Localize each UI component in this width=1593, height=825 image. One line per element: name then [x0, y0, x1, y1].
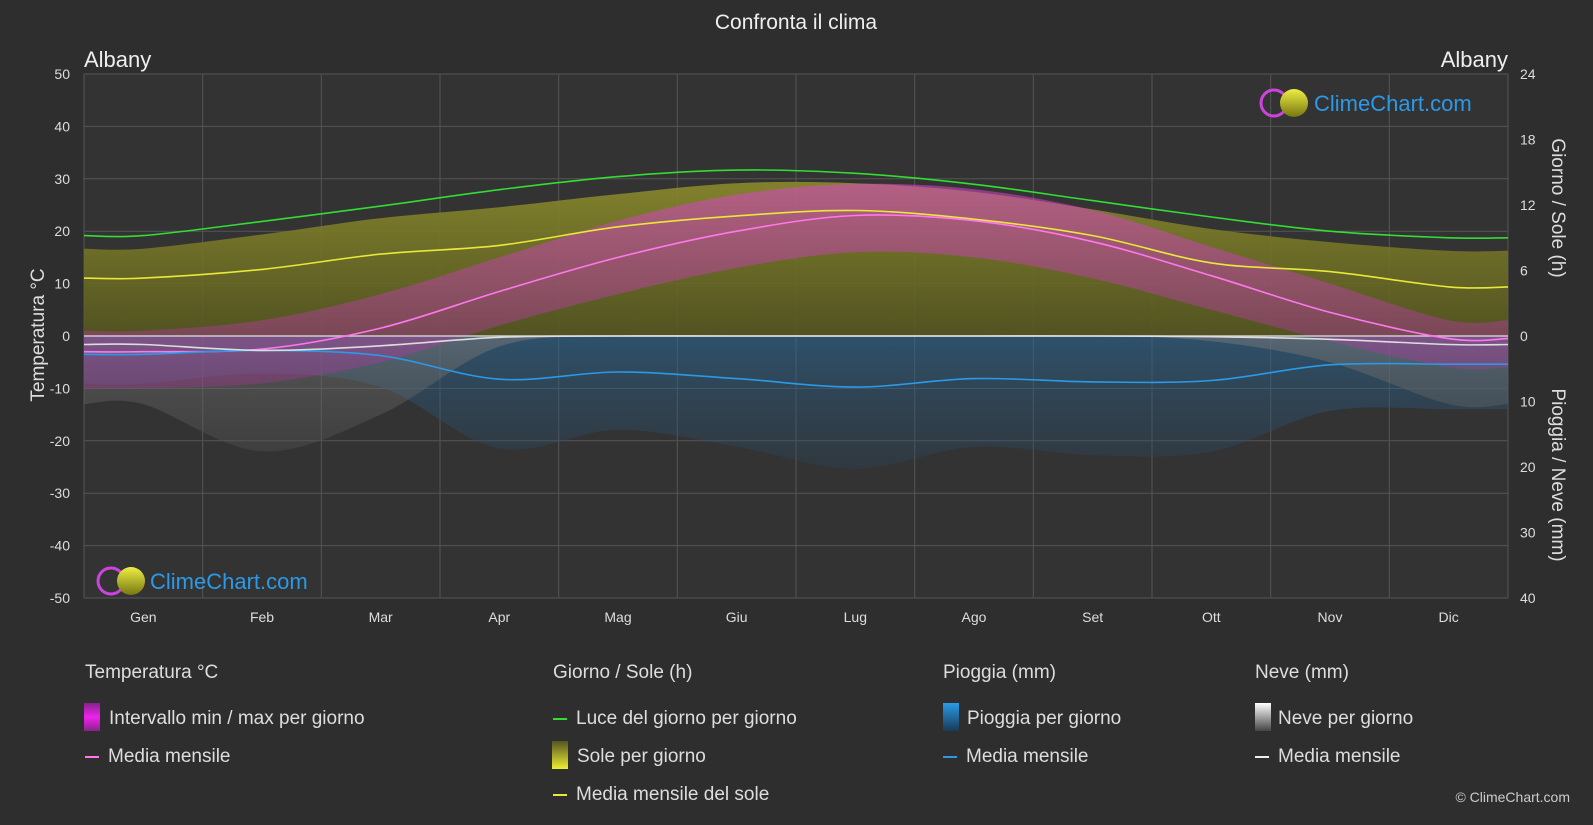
legend-line-swatch: [85, 756, 99, 758]
rain-mean-line: [83, 349, 1509, 388]
snow-mean-line: [83, 335, 1509, 352]
brand-watermark-bottom: ClimeChart.com: [150, 569, 308, 594]
x-tick-label: Ott: [1202, 609, 1221, 625]
data-lines: [83, 169, 1509, 388]
legend-item: Media mensile: [85, 738, 365, 776]
legend-header: Giorno / Sole (h): [553, 662, 693, 683]
legend-label: Media mensile: [966, 746, 1089, 767]
left-tick-label: -50: [50, 590, 70, 606]
right-tick-label: 40: [1520, 590, 1536, 606]
right-axis-label-bottom: Pioggia / Neve (mm): [1547, 388, 1568, 561]
x-tick-label: Feb: [250, 609, 274, 625]
snow-area: [84, 335, 1508, 452]
right-tick-label: 0: [1520, 328, 1528, 344]
location-right: Albany: [1441, 47, 1508, 72]
legend-header: Neve (mm): [1255, 662, 1349, 683]
x-tick-label: Gen: [130, 609, 156, 625]
brand-logo-top: ClimeChart.com: [1259, 88, 1472, 118]
legend-item: Neve per giorno: [1255, 700, 1413, 738]
location-left: Albany: [84, 47, 151, 72]
x-tick-label: Lug: [844, 609, 867, 625]
legend-header: Temperatura °C: [85, 662, 219, 683]
x-tick-label: Mag: [604, 609, 631, 625]
legend-label: Luce del giorno per giorno: [576, 708, 797, 729]
daylight-line: [83, 169, 1509, 240]
legend-swatch-sun: [552, 741, 568, 769]
legend-label: Media mensile del sole: [576, 784, 770, 805]
right-tick-label: 24: [1520, 66, 1536, 82]
legend-temperature: Temperatura °C Intervallo min / max per …: [85, 662, 365, 776]
legend-label: Sole per giorno: [577, 746, 706, 767]
legend-line-swatch: [1255, 756, 1269, 758]
right-tick-label: 6: [1520, 263, 1528, 279]
left-tick-label: -40: [50, 538, 70, 554]
logo-sun-icon: [1280, 89, 1308, 117]
legend-sun: Giorno / Sole (h) Luce del giorno per gi…: [553, 662, 797, 814]
right-tick-label: 12: [1520, 197, 1536, 213]
legend-label: Neve per giorno: [1278, 708, 1414, 729]
legend-header: Pioggia (mm): [943, 662, 1056, 683]
temperature-mean-line: [83, 214, 1509, 353]
legend-label: Pioggia per giorno: [967, 708, 1122, 729]
legend-item: Intervallo min / max per giorno: [85, 700, 365, 738]
right-tick-label: 18: [1520, 132, 1536, 148]
right-axis-label-top: Giorno / Sole (h): [1547, 138, 1568, 277]
legend-item: Media mensile del sole: [553, 776, 797, 814]
x-tick-label: Ago: [962, 609, 987, 625]
sunshine-mean-line: [83, 209, 1509, 289]
legend-item: Luce del giorno per giorno: [553, 700, 797, 738]
legend-item: Media mensile: [943, 738, 1121, 776]
x-tick-label: Dic: [1439, 609, 1459, 625]
legend-label: Media mensile: [1278, 746, 1401, 767]
right-tick-label: 10: [1520, 394, 1536, 410]
legend-item: Sole per giorno: [553, 738, 797, 776]
legend-line-swatch: [943, 756, 957, 758]
left-axis-label: Temperatura °C: [28, 268, 49, 401]
legend-swatch-temp-range: [84, 703, 100, 731]
legend-label: Intervallo min / max per giorno: [109, 708, 365, 729]
right-tick-label: 20: [1520, 459, 1536, 475]
legend-swatch-rain: [943, 703, 959, 731]
left-tick-label: -30: [50, 485, 70, 501]
temperature-range-area: [84, 183, 1508, 389]
legend-label: Media mensile: [108, 746, 231, 767]
left-tick-label: -10: [50, 380, 70, 396]
x-tick-label: Nov: [1318, 609, 1343, 625]
x-tick-label: Mar: [369, 609, 393, 625]
legend-snow: Neve (mm) Neve per giorno Media mensile: [1255, 662, 1413, 776]
x-tick-label: Set: [1082, 609, 1103, 625]
legend-line-swatch: [553, 718, 567, 720]
right-axis-ticks: 24 18 12 6 0 10 20 30 40: [1520, 66, 1536, 606]
data-areas: [84, 181, 1508, 469]
left-tick-label: -20: [50, 433, 70, 449]
right-tick-label: 30: [1520, 525, 1536, 541]
brand-watermark-top: ClimeChart.com: [1314, 91, 1472, 116]
legend-swatch-snow: [1255, 703, 1271, 731]
left-axis-ticks: 50 40 30 20 10 0 -10 -20 -30 -40 -50: [50, 66, 70, 606]
legend-line-swatch: [553, 794, 567, 796]
left-tick-label: 40: [54, 118, 70, 134]
x-tick-label: Giu: [726, 609, 748, 625]
legend-item: Media mensile: [1255, 738, 1413, 776]
legend-rain: Pioggia (mm) Pioggia per giorno Media me…: [943, 662, 1121, 776]
legend-item: Pioggia per giorno: [943, 700, 1121, 738]
copyright: © ClimeChart.com: [1455, 789, 1570, 805]
x-axis-ticks: Gen Feb Mar Apr Mag Giu Lug Ago Set Ott Nov Dic: [130, 609, 1459, 625]
x-tick-label: Apr: [488, 609, 510, 625]
chart-title: Confronta il clima: [715, 11, 878, 34]
left-tick-label: 20: [54, 223, 70, 239]
left-tick-label: 10: [54, 276, 70, 292]
left-tick-label: 30: [54, 171, 70, 187]
left-tick-label: 50: [54, 66, 70, 82]
brand-logo-bottom: ClimeChart.com: [96, 566, 308, 596]
left-tick-label: 0: [62, 328, 70, 344]
logo-sun-icon: [117, 567, 145, 595]
